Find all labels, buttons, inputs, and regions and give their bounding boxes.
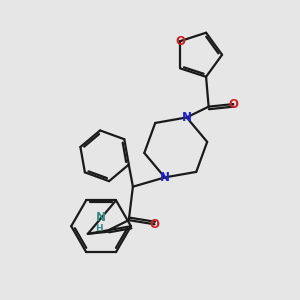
- Text: N: N: [160, 171, 170, 184]
- Text: N: N: [182, 111, 192, 124]
- Text: O: O: [228, 98, 239, 111]
- Text: N: N: [96, 211, 106, 224]
- Text: H: H: [95, 224, 103, 232]
- Text: O: O: [149, 218, 160, 231]
- Text: O: O: [175, 34, 185, 48]
